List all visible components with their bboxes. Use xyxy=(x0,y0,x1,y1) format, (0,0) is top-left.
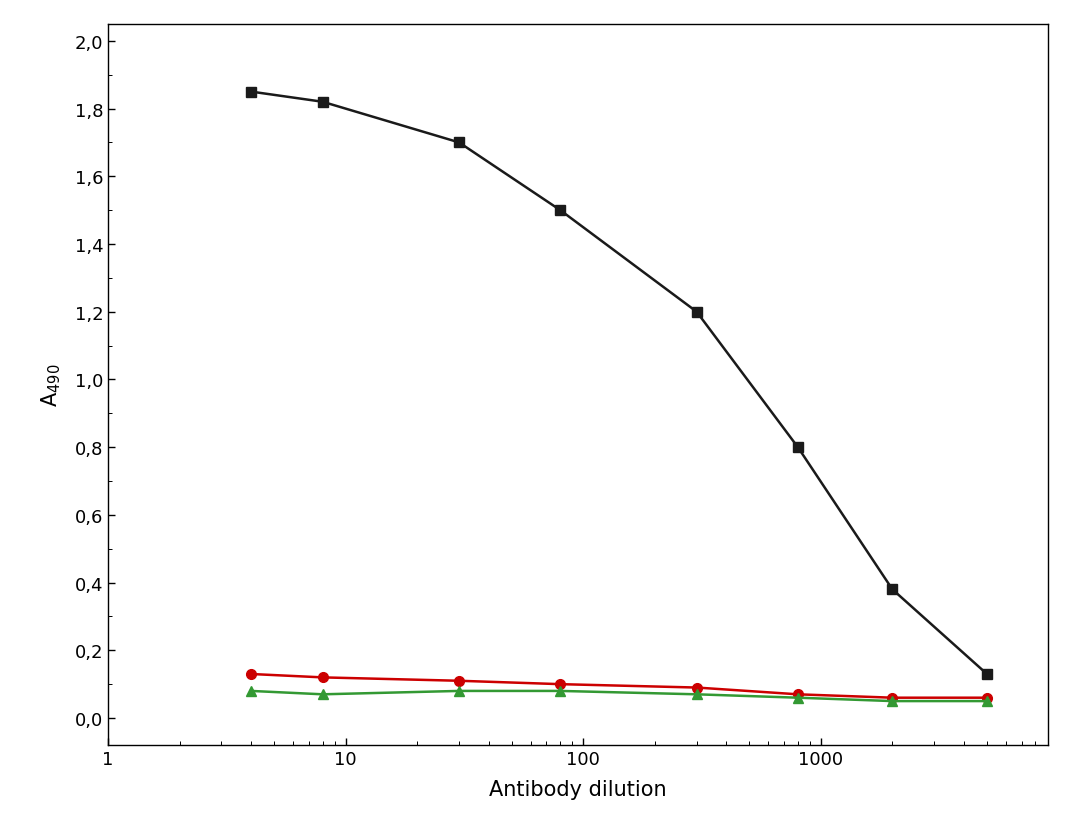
X-axis label: Antibody dilution: Antibody dilution xyxy=(489,779,666,799)
Y-axis label: $\mathregular{A}_{490}$: $\mathregular{A}_{490}$ xyxy=(40,363,64,407)
